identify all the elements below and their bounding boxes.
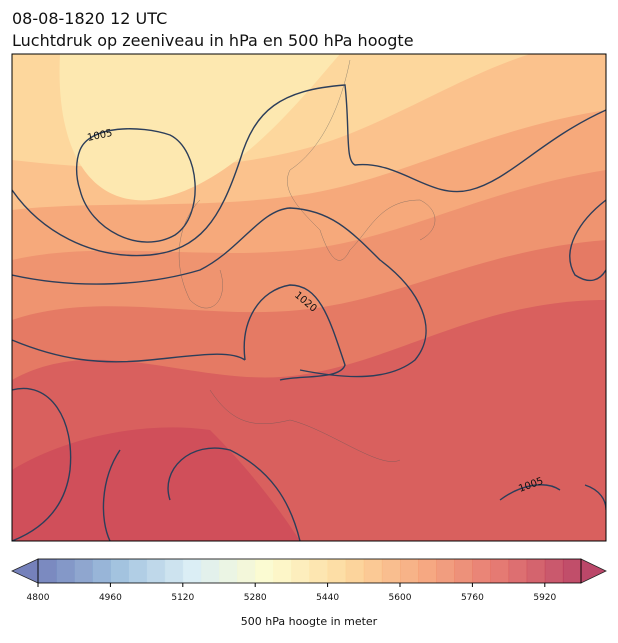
colorbar-extend-low bbox=[11, 558, 39, 584]
colorbar-tick-label: 5120 bbox=[171, 593, 194, 603]
colorbar-segment bbox=[526, 559, 546, 583]
colorbar-frame bbox=[37, 558, 582, 584]
colorbar-segment bbox=[38, 559, 57, 583]
colorbar-segment bbox=[255, 559, 274, 583]
title: 08-08-1820 12 UTC bbox=[12, 9, 167, 28]
colorbar-segment bbox=[400, 559, 419, 583]
colorbar-segment bbox=[56, 559, 75, 583]
contour-label: 1005 bbox=[86, 128, 113, 144]
colorbar-segment bbox=[490, 559, 510, 583]
colorbar-segment bbox=[200, 559, 220, 583]
map-frame bbox=[11, 53, 607, 542]
colorbar-segment bbox=[381, 559, 401, 583]
colorbar-segment bbox=[110, 559, 129, 583]
colorbar-segment bbox=[327, 559, 347, 583]
colorbar-segment bbox=[544, 559, 564, 583]
colorbar-tick-label: 4800 bbox=[27, 593, 50, 603]
subtitle: Luchtdruk op zeeniveau in hPa en 500 hPa… bbox=[12, 31, 414, 50]
colorbar-segment bbox=[146, 559, 166, 583]
colorbar-tick-label: 5440 bbox=[316, 593, 339, 603]
map bbox=[12, 54, 606, 541]
colorbar-tick-label: 5920 bbox=[533, 593, 556, 603]
colorbar-segment bbox=[363, 559, 383, 583]
band bbox=[59, 54, 340, 201]
colorbar-segment bbox=[309, 559, 329, 583]
colorbar-segment bbox=[219, 559, 238, 583]
colorbar-segment bbox=[92, 559, 111, 583]
colorbar-segment bbox=[182, 559, 202, 583]
coastlines bbox=[178, 59, 436, 462]
colorbar-segment bbox=[562, 559, 582, 583]
band bbox=[12, 427, 300, 541]
colorbar-tick-label: 4960 bbox=[99, 593, 122, 603]
colorbar-segment bbox=[345, 559, 365, 583]
colorbar: 4800 4960 5120 5280 5440 5600 5760 5920 bbox=[11, 558, 607, 603]
colorbar-tick-label: 5280 bbox=[244, 593, 267, 603]
colorbar-tick-label: 5600 bbox=[389, 593, 412, 603]
colorbar-tick-label: 5760 bbox=[461, 593, 484, 603]
colorbar-segment bbox=[508, 559, 528, 583]
colorbar-segment bbox=[273, 559, 292, 583]
colorbar-segment bbox=[454, 559, 473, 583]
colorbar-segment bbox=[237, 559, 256, 583]
colorbar-segment bbox=[472, 559, 491, 583]
colorbar-label: 500 hPa hoogte in meter bbox=[241, 615, 378, 628]
colorbar-segment bbox=[128, 559, 148, 583]
colorbar-segment bbox=[436, 559, 455, 583]
colorbar-extend-high bbox=[580, 558, 607, 584]
colorbar-segment bbox=[164, 559, 184, 583]
colorbar-segment bbox=[291, 559, 310, 583]
colorbar-segment bbox=[418, 559, 437, 583]
colorbar-segment bbox=[74, 559, 93, 583]
